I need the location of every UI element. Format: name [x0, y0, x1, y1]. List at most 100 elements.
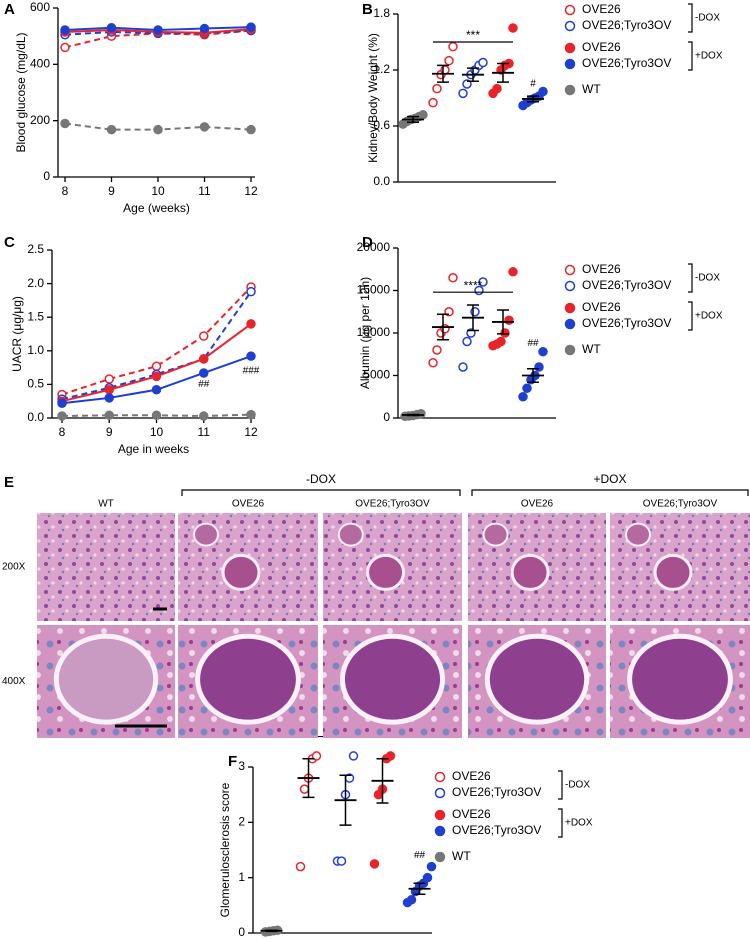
legend-group: +DOX — [695, 311, 723, 322]
glomerulus — [337, 522, 364, 547]
point — [478, 277, 488, 287]
point — [406, 895, 417, 905]
y-tick-label: 3 — [238, 759, 245, 773]
y-tick-label: 1.8 — [373, 6, 390, 20]
legend-label: OVE26;Tyro3OV — [582, 278, 671, 292]
point — [106, 124, 117, 135]
micrograph — [37, 513, 175, 621]
panel-letter: E — [4, 474, 14, 491]
error-bar — [437, 64, 449, 83]
glomerulus — [510, 553, 550, 591]
annotation: # — [530, 79, 536, 90]
group-label: +DOX — [593, 472, 626, 486]
y-tick-label: 0 — [238, 925, 245, 939]
glomerulus — [625, 522, 651, 547]
group-bracket — [181, 489, 461, 496]
y-tick-label: 0.5 — [27, 377, 44, 391]
column-label: OVE26;Tyro3OV — [643, 499, 718, 510]
point — [538, 346, 548, 357]
point — [336, 856, 347, 866]
legend-label: OVE26 — [452, 769, 491, 783]
error-bar — [527, 95, 539, 103]
point — [478, 57, 488, 68]
error-bar — [407, 115, 419, 124]
point — [151, 371, 162, 382]
point — [508, 267, 518, 277]
error-bar — [527, 367, 539, 384]
point — [60, 118, 70, 129]
legend-label: WT — [452, 849, 471, 863]
legend-label: OVE26;Tyro3OV — [582, 316, 671, 330]
y-tick-label: 1.5 — [27, 309, 44, 323]
x-tick-label: 8 — [62, 184, 69, 198]
error-bar — [413, 882, 426, 896]
column-label: OVE26;Tyro3OV — [355, 499, 430, 510]
legend-group: -DOX — [565, 780, 590, 791]
series-line — [61, 291, 252, 401]
point — [104, 410, 114, 421]
x-tick-label: 12 — [244, 184, 258, 198]
point — [432, 345, 442, 355]
y-axis-label: Blood glucose (mg/dL) — [14, 32, 28, 152]
glomerulus — [339, 633, 446, 725]
y-tick-label: 20000 — [357, 240, 391, 254]
x-tick-label: 12 — [244, 425, 258, 439]
point — [246, 351, 256, 361]
point — [538, 86, 548, 97]
point — [522, 383, 532, 393]
y-tick-label: 0.0 — [27, 410, 44, 424]
error-bar — [265, 929, 278, 933]
legend-marker — [564, 20, 576, 32]
x-tick-label: 10 — [151, 184, 165, 198]
legend-bracket — [688, 301, 693, 331]
point — [299, 784, 310, 794]
legend-bracket — [688, 3, 693, 33]
y-tick-label: 200 — [30, 113, 50, 127]
legend-marker — [434, 771, 446, 783]
column-label: OVE26 — [521, 499, 554, 510]
error-bar — [497, 309, 509, 335]
point — [458, 88, 468, 99]
legend-marker — [564, 302, 576, 314]
panel-letter: A — [4, 1, 15, 18]
y-tick-label: 2 — [238, 815, 245, 829]
legend-marker — [564, 280, 576, 292]
y-tick-label: 1 — [238, 870, 245, 884]
glomerulus — [195, 633, 301, 725]
panel-letter: F — [228, 753, 237, 770]
y-axis-label: Albumin (μg per 12h) — [358, 277, 372, 389]
annotation: ## — [527, 338, 539, 349]
column-label: WT — [98, 499, 114, 510]
legend-marker — [434, 809, 446, 821]
legend-label: WT — [582, 82, 601, 96]
annotation: ## — [198, 379, 210, 390]
x-tick-label: 11 — [198, 425, 211, 439]
glomerulus — [366, 553, 406, 591]
point — [462, 79, 472, 89]
point — [295, 861, 306, 872]
y-tick-label: 0 — [43, 169, 50, 183]
point — [458, 362, 468, 372]
point — [57, 411, 67, 421]
legend-label: OVE26 — [582, 300, 621, 314]
point — [246, 319, 256, 329]
group-label: -DOX — [306, 472, 336, 486]
point — [426, 861, 437, 872]
point — [508, 23, 518, 33]
y-tick-label: 10000 — [357, 325, 391, 339]
legend-marker — [564, 318, 576, 330]
x-axis-label: Age in weeks — [118, 442, 189, 456]
legend-group: +DOX — [695, 51, 723, 62]
point — [496, 336, 506, 347]
panel-letter: C — [4, 234, 15, 251]
legend-label: OVE26 — [582, 2, 621, 16]
legend-marker — [434, 825, 446, 837]
y-axis-label: UACR (μg/μg) — [10, 296, 24, 372]
point — [444, 55, 454, 66]
point — [153, 25, 163, 35]
legend-group: +DOX — [565, 818, 593, 829]
legend-bracket — [558, 808, 563, 838]
glomerulus — [653, 553, 693, 591]
point — [369, 859, 380, 869]
annotation: *** — [466, 28, 480, 42]
